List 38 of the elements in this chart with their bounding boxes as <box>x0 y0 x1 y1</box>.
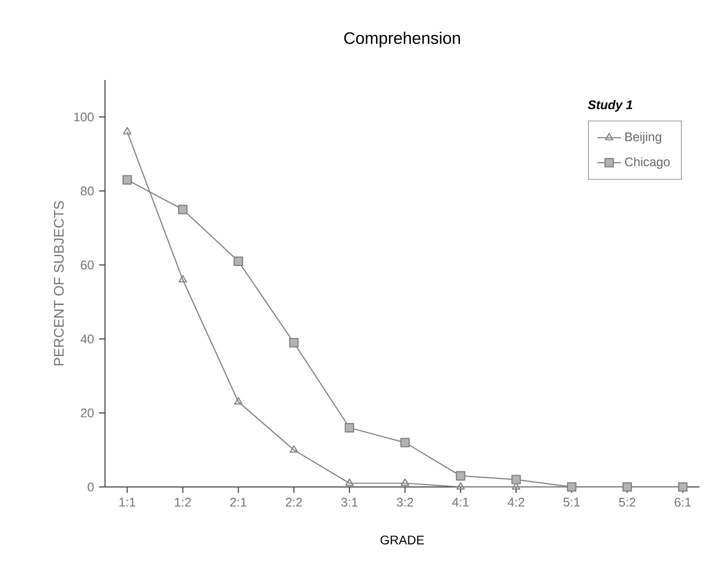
x-tick-label: 4:2 <box>508 498 524 507</box>
legend-label: Chicago <box>625 157 670 169</box>
y-tick-label: 0 <box>88 482 94 492</box>
x-tick-label: 2:1 <box>230 498 246 507</box>
point <box>234 256 244 266</box>
chart-title: Comprehension <box>344 32 460 48</box>
x-tick-label: 4:1 <box>452 498 469 506</box>
y-tick-label: 20 <box>80 408 94 418</box>
x-tick-label: 5:1 <box>563 498 580 507</box>
point <box>456 471 466 481</box>
y-tick-label: 100 <box>74 112 94 122</box>
x-axis-title: GRADE <box>380 536 424 544</box>
point <box>400 438 410 448</box>
point <box>234 397 243 404</box>
legend-label: Beijing <box>625 132 662 144</box>
x-tick-label: 5:2 <box>619 498 636 507</box>
point <box>344 423 354 432</box>
legend-title: Study 1 <box>588 100 632 112</box>
point <box>511 474 521 484</box>
point <box>178 275 187 282</box>
point <box>289 338 299 348</box>
point <box>456 482 465 490</box>
y-tick-label: 40 <box>80 334 94 344</box>
x-tick-label: 1:1 <box>119 498 136 506</box>
point <box>290 445 298 453</box>
x-tick-label: 3:1 <box>341 498 358 507</box>
x-tick-label: 3:2 <box>396 498 414 507</box>
point <box>400 478 410 486</box>
point <box>178 204 188 214</box>
point <box>123 127 132 134</box>
point <box>345 478 354 486</box>
x-tick-label: 6:1 <box>674 498 691 507</box>
x-tick-label: 2:2 <box>286 498 302 507</box>
point <box>122 175 132 185</box>
y-tick-label: 60 <box>80 260 94 270</box>
x-tick-label: 1:2 <box>175 498 191 507</box>
y-tick-label: 80 <box>80 186 94 196</box>
y-axis-title: PERCENT OF SUBJECTS <box>54 201 64 366</box>
